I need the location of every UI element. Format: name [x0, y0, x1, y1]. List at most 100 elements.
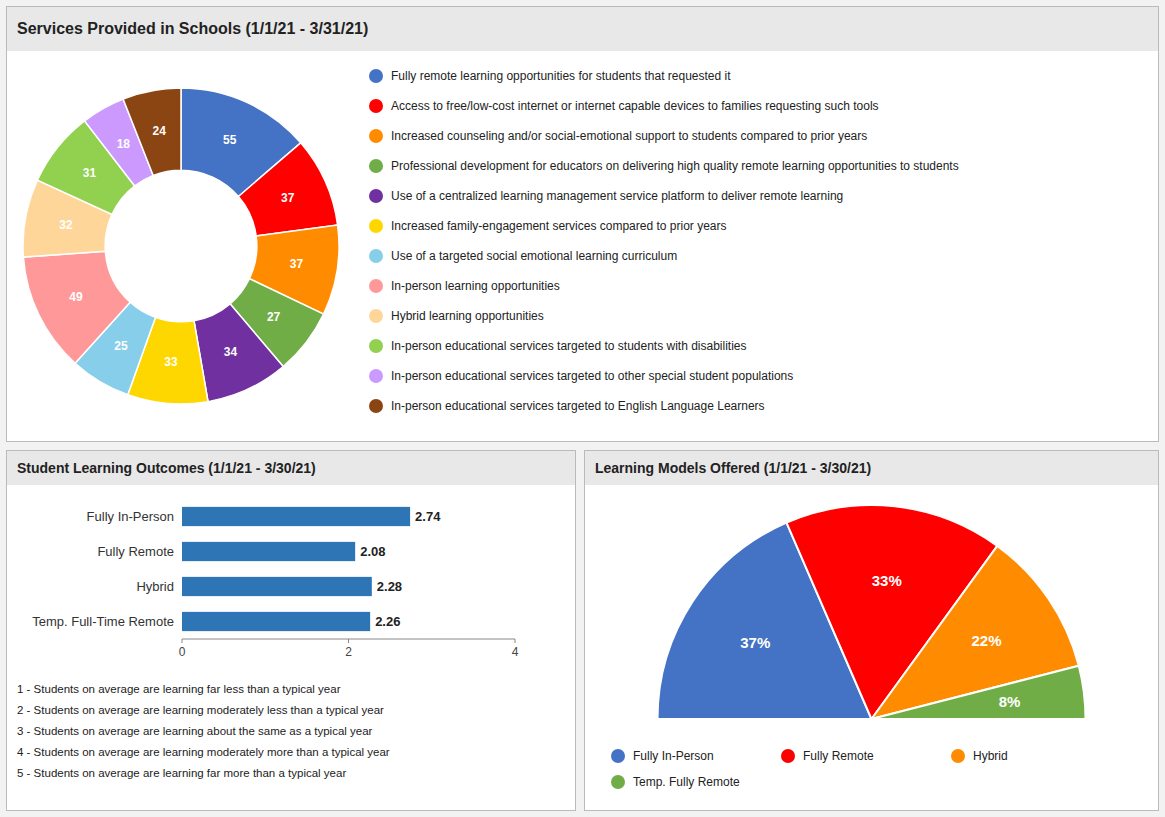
legend-label: In-person educational services targeted … — [391, 399, 765, 413]
legend-label: In-person learning opportunities — [391, 279, 560, 293]
legend-swatch — [367, 367, 385, 385]
legend-swatch — [367, 217, 385, 235]
legend-entry: Increased family-engagement services com… — [367, 211, 959, 241]
tick-label: 4 — [512, 645, 519, 659]
legend-entry: Hybrid — [949, 743, 1119, 769]
panel-header: Student Learning Outcomes (1/1/21 - 3/30… — [7, 451, 575, 485]
data-label: 2.74 — [415, 509, 441, 524]
donut-wedge — [238, 143, 337, 236]
donut-labels: 553737273433254932311824 — [59, 124, 303, 369]
legend: Fully remote learning opportunities for … — [367, 61, 959, 421]
legend-label: Professional development for educators o… — [391, 159, 959, 173]
legend-label: Temp. Fully Remote — [633, 775, 740, 789]
labels: 37%33%22%8% — [740, 572, 1020, 710]
legend-marker — [369, 339, 383, 353]
panel: Learning Models Offered (1/1/21 - 3/30/2… — [584, 450, 1159, 811]
legend-swatch — [367, 157, 385, 175]
donut-wedges — [23, 88, 339, 404]
legend-entry: Increased counseling and/or social-emoti… — [367, 121, 959, 151]
data-label: 2.26 — [375, 614, 400, 629]
legend-entry: In-person educational services targeted … — [367, 361, 959, 391]
legend-marker — [369, 99, 383, 113]
tick-mark — [182, 639, 183, 643]
legend-entry: Fully In-Person — [609, 743, 779, 769]
legend-swatch — [367, 277, 385, 295]
legend-entry: Professional development for educators o… — [367, 151, 959, 181]
legend-marker — [781, 749, 795, 763]
legend-swatch — [609, 773, 627, 791]
legend-label: Increased counseling and/or social-emoti… — [391, 129, 867, 143]
annotation: 1 - Students on average are learning far… — [17, 679, 390, 700]
category-label: Fully In-Person — [87, 509, 174, 524]
data-label: 2.08 — [360, 544, 385, 559]
legend-marker — [369, 279, 383, 293]
data-label: 37 — [290, 257, 304, 271]
data-label: 8% — [999, 693, 1021, 710]
bar — [182, 542, 355, 561]
data-label: 55 — [223, 133, 237, 147]
legend-swatch — [367, 397, 385, 415]
bar — [182, 612, 370, 631]
legend-marker — [611, 749, 625, 763]
data-label: 18 — [117, 137, 131, 151]
legend-swatch — [367, 187, 385, 205]
legend-swatch — [367, 67, 385, 85]
legend-label: Use of a targeted social emotional learn… — [391, 249, 677, 263]
annotation: 5 - Students on average are learning far… — [17, 763, 390, 784]
data-label: 34 — [224, 345, 238, 359]
x-axis: 0 2 4 — [179, 639, 519, 659]
legend-label: Fully remote learning opportunities for … — [391, 69, 731, 83]
legend-label: In-person educational services targeted … — [391, 369, 793, 383]
data-label: 33% — [872, 572, 902, 589]
legend-entry: Fully remote learning opportunities for … — [367, 61, 959, 91]
legend-entry: In-person educational services targeted … — [367, 331, 959, 361]
data-label: 49 — [69, 290, 83, 304]
legend-swatch — [949, 747, 967, 765]
legend: Fully In-Person Fully Remote Hybrid Temp. F… — [609, 743, 1134, 795]
data-label: 25 — [114, 339, 128, 353]
data-label: 2.28 — [377, 579, 402, 594]
legend-label: Use of a centralized learning management… — [391, 189, 843, 203]
donut-wedge — [23, 251, 130, 363]
data-label: 22% — [972, 632, 1002, 649]
bars — [182, 507, 410, 631]
panel-body: 024Fully In-Person2.74Fully Remote2.08Hy… — [7, 485, 575, 810]
tick-mark — [515, 639, 516, 643]
legend-entry: Use of a centralized learning management… — [367, 181, 959, 211]
annotation: 2 - Students on average are learning mod… — [17, 700, 390, 721]
chart-title: Student Learning Outcomes (1/1/21 - 3/30… — [17, 460, 316, 476]
legend-marker — [951, 749, 965, 763]
category-label: Temp. Full-Time Remote — [32, 614, 174, 629]
donut-wedge — [194, 304, 283, 402]
data-label: 32 — [59, 218, 73, 232]
data-label: 31 — [83, 166, 97, 180]
data-label: 37 — [281, 191, 295, 205]
legend-label: Hybrid — [973, 749, 1008, 763]
notes: 1 - Students on average are learning far… — [17, 679, 390, 784]
panel: Student Learning Outcomes (1/1/21 - 3/30… — [6, 450, 576, 811]
legend-marker — [369, 219, 383, 233]
panel-header: Learning Models Offered (1/1/21 - 3/30/2… — [585, 451, 1158, 485]
semicircle-chart: 37%33%22%8% — [585, 495, 1158, 733]
panel-body: 553737273433254932311824Fully remote lea… — [7, 51, 1158, 441]
legend-entry: In-person educational services targeted … — [367, 391, 959, 421]
legend-label: Fully In-Person — [633, 749, 714, 763]
bar — [182, 507, 410, 526]
data-label: 27 — [267, 310, 281, 324]
legend-swatch — [367, 97, 385, 115]
tick-label: 0 — [179, 645, 186, 659]
legend-label: Increased family-engagement services com… — [391, 219, 726, 233]
panel-header: Services Provided in Schools (1/1/21 - 3… — [7, 7, 1158, 51]
panel: Services Provided in Schools (1/1/21 - 3… — [6, 6, 1159, 442]
tick-label: 2 — [345, 645, 352, 659]
donut-chart: 553737273433254932311824 — [11, 51, 351, 441]
panel-body: 37%33%22%8%Fully In-PersonFully RemoteHy… — [585, 485, 1158, 810]
legend-entry: Fully Remote — [779, 743, 949, 769]
legend-label: Fully Remote — [803, 749, 874, 763]
donut-wedge — [123, 88, 181, 175]
annotation: 4 - Students on average are learning mod… — [17, 742, 390, 763]
legend-swatch — [367, 307, 385, 325]
legend-swatch — [367, 337, 385, 355]
legend-label: In-person educational services targeted … — [391, 339, 747, 353]
legend-marker — [369, 309, 383, 323]
